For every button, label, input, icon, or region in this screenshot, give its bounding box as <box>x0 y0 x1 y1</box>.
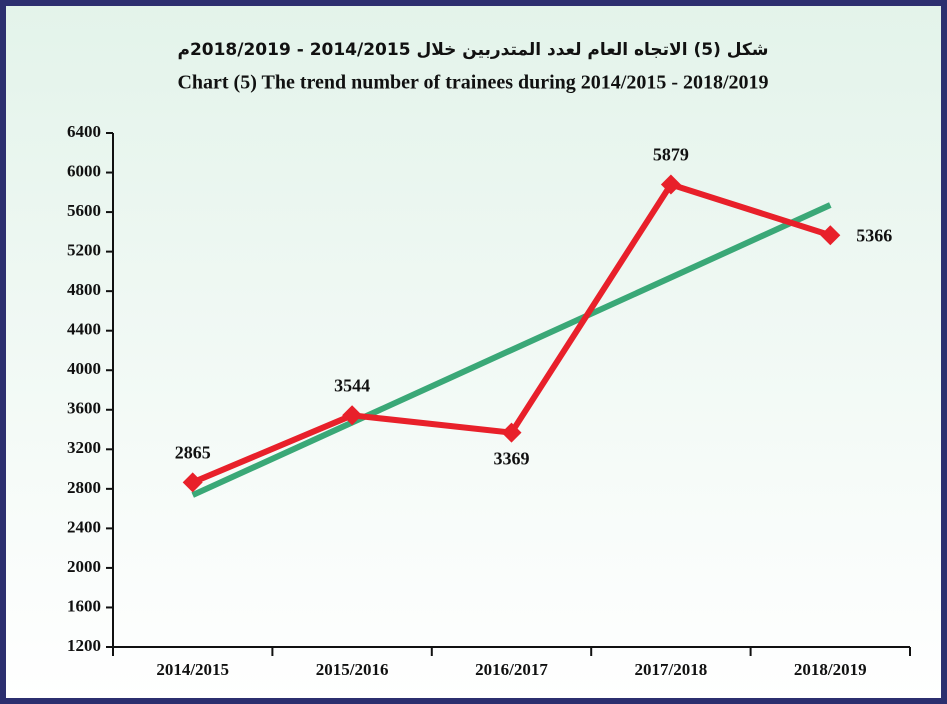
marker <box>182 472 203 493</box>
y-tick-label: 6400 <box>67 122 101 141</box>
y-tick-label: 2800 <box>67 478 101 497</box>
y-tick-label: 1200 <box>67 636 101 655</box>
y-tick-label: 2000 <box>67 557 101 576</box>
y-tick-label: 5600 <box>67 201 101 220</box>
x-tick-label: 2014/2015 <box>156 660 229 679</box>
y-tick-label: 1600 <box>67 596 101 615</box>
y-tick-label: 3200 <box>67 438 101 457</box>
data-label: 5366 <box>856 225 892 245</box>
trend-line <box>191 202 832 498</box>
chart-subtitle: Chart (5) The trend number of trainees d… <box>177 72 768 94</box>
data-label: 3544 <box>334 375 370 395</box>
x-tick-label: 2016/2017 <box>475 660 548 679</box>
y-tick-label: 2400 <box>67 517 101 536</box>
y-tick-label: 6000 <box>67 161 101 180</box>
marker <box>342 405 363 426</box>
y-tick-label: 4400 <box>67 320 101 339</box>
y-tick-label: 3600 <box>67 399 101 418</box>
marker <box>820 225 841 246</box>
marker <box>501 422 522 443</box>
y-tick-label: 4800 <box>67 280 101 299</box>
data-label: 2865 <box>175 443 211 463</box>
x-tick-label: 2015/2016 <box>316 660 389 679</box>
data-label: 3369 <box>494 449 530 469</box>
x-tick-label: 2018/2019 <box>794 660 867 679</box>
x-tick-label: 2017/2018 <box>635 660 708 679</box>
marker <box>660 174 681 195</box>
data-label: 5879 <box>653 145 689 165</box>
y-tick-label: 4000 <box>67 359 101 378</box>
y-tick-label: 5200 <box>67 241 101 260</box>
chart-title: شكل (5) الاتجاه العام لعدد المتدربين خلا… <box>177 40 768 60</box>
